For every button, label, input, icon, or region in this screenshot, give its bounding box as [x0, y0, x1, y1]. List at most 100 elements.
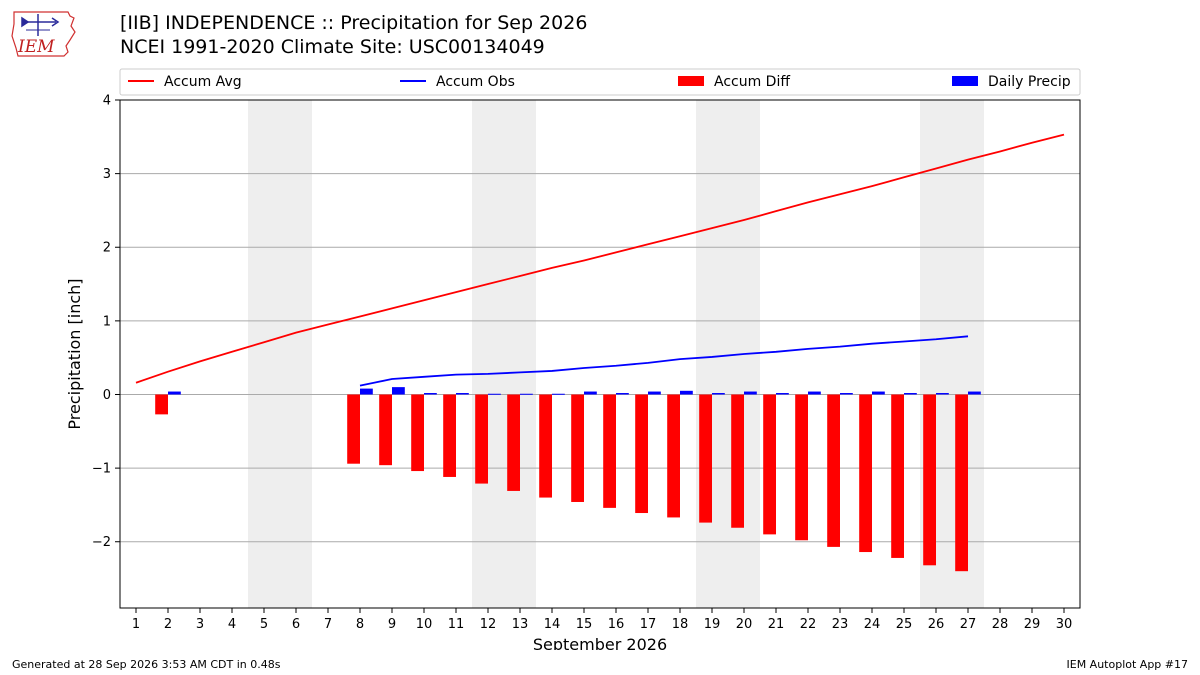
x-tick-label: 28	[992, 617, 1009, 632]
x-tick-label: 14	[544, 617, 561, 632]
accum-diff-bar	[667, 394, 680, 518]
accum-diff-bar	[379, 394, 392, 466]
daily-precip-bar	[840, 393, 853, 395]
x-tick-label: 27	[960, 617, 977, 632]
legend-swatch	[952, 76, 978, 86]
daily-precip-bar	[520, 393, 533, 395]
y-tick-label: 3	[103, 167, 111, 182]
accum-diff-bar	[827, 394, 840, 547]
accum-diff-bar	[539, 394, 552, 498]
x-tick-label: 16	[608, 617, 625, 632]
x-tick-label: 4	[228, 617, 236, 632]
x-tick-label: 19	[704, 617, 721, 632]
daily-precip-bar	[584, 391, 597, 395]
x-tick-label: 24	[864, 617, 881, 632]
legend-frame	[119, 68, 1081, 96]
y-tick-label: −1	[92, 462, 111, 477]
x-tick-label: 23	[832, 617, 849, 632]
legend-swatch	[678, 76, 704, 86]
daily-precip-bar	[776, 393, 789, 395]
plot-frame	[119, 99, 1081, 609]
x-tick-label: 17	[640, 617, 657, 632]
y-tick-label: 0	[103, 388, 111, 403]
daily-precip-bar	[648, 391, 661, 395]
iowa-state-outline-icon	[11, 11, 76, 57]
legend: Accum Avg Accum Obs Accum Diff Daily Precip	[119, 68, 1081, 96]
x-tick-label: 15	[576, 617, 593, 632]
legend-label: Accum Obs	[436, 74, 515, 90]
y-axis-title: Precipitation [inch]	[65, 278, 84, 429]
accum-diff-bar	[411, 394, 424, 472]
accum-diff-bar	[155, 394, 168, 415]
x-tick-label: 18	[672, 617, 689, 632]
weather-vane-icon	[21, 14, 60, 36]
daily-precip-bar	[488, 393, 501, 395]
weekend-shade-2	[472, 100, 536, 608]
accum-diff-bar	[475, 394, 488, 484]
accum-diff-bar	[731, 394, 744, 528]
x-axis-title: September 2026	[533, 635, 667, 650]
x-tick-label: 3	[196, 617, 204, 632]
x-tick-label: 8	[356, 617, 364, 632]
accum-diff-bar	[507, 394, 520, 491]
daily-precip-bar	[168, 391, 181, 395]
accum-diff-bar	[571, 394, 584, 502]
generated-timestamp: Generated at 28 Sep 2026 3:53 AM CDT in …	[12, 658, 281, 671]
x-tick-label: 29	[1024, 617, 1041, 632]
chart-subtitle: NCEI 1991-2020 Climate Site: USC00134049	[120, 36, 545, 58]
accum-diff-bar	[347, 394, 360, 464]
app-credit: IEM Autoplot App #17	[1066, 658, 1189, 671]
accum-diff-bar	[955, 394, 968, 572]
legend-label: Daily Precip	[988, 74, 1071, 90]
daily-precip-bar	[360, 388, 373, 395]
accum-diff-bar	[763, 394, 776, 535]
legend-label: Accum Avg	[164, 74, 242, 90]
y-tick-label: 2	[103, 241, 111, 256]
weekend-shade-1	[248, 100, 312, 608]
accum-obs-line	[359, 335, 969, 387]
accum-diff-bar	[635, 394, 648, 514]
x-tick-label: 26	[928, 617, 945, 632]
accum-diff-bar	[603, 394, 616, 508]
y-tick-label: 1	[103, 314, 111, 329]
x-tick-label: 21	[768, 617, 785, 632]
chart-title: [IIB] INDEPENDENCE :: Precipitation for …	[120, 12, 588, 34]
x-tick-label: 5	[260, 617, 268, 632]
x-tick-label: 22	[800, 617, 817, 632]
daily-precip-bar	[552, 393, 565, 395]
daily-precip-bar	[392, 387, 405, 395]
x-tick-label: 2	[164, 617, 172, 632]
x-tick-label: 6	[292, 617, 300, 632]
x-tick-label: 12	[480, 617, 497, 632]
accum-diff-bar	[443, 394, 456, 477]
daily-precip-bar	[744, 391, 757, 395]
x-tick-label: 7	[324, 617, 332, 632]
daily-precip-bar	[872, 391, 885, 395]
daily-precip-bar	[904, 393, 917, 395]
accum-diff-bar	[795, 394, 808, 541]
iem-logo: IEM	[11, 11, 76, 57]
x-tick-label: 25	[896, 617, 913, 632]
daily-precip-bar	[712, 393, 725, 395]
logo-text: IEM	[17, 37, 55, 57]
accum-diff-bar	[891, 394, 904, 558]
daily-precip-bar	[936, 393, 949, 395]
accum-diff-bar	[859, 394, 872, 553]
daily-precip-bar	[968, 391, 981, 395]
y-tick-label: 4	[103, 94, 111, 109]
daily-precip-bar	[456, 393, 469, 395]
x-tick-label: 9	[388, 617, 396, 632]
daily-precip-bar	[808, 391, 821, 395]
x-tick-label: 11	[448, 617, 465, 632]
legend-label: Accum Diff	[714, 74, 790, 90]
daily-precip-bar	[424, 393, 437, 395]
accum-avg-line	[135, 133, 1065, 384]
daily-precip-bar	[616, 393, 629, 395]
x-tick-label: 1	[132, 617, 140, 632]
daily-precip-bar	[680, 390, 693, 395]
y-tick-label: −2	[92, 535, 111, 550]
x-tick-label: 20	[736, 617, 753, 632]
x-tick-label: 13	[512, 617, 529, 632]
accum-diff-bar	[923, 394, 936, 566]
